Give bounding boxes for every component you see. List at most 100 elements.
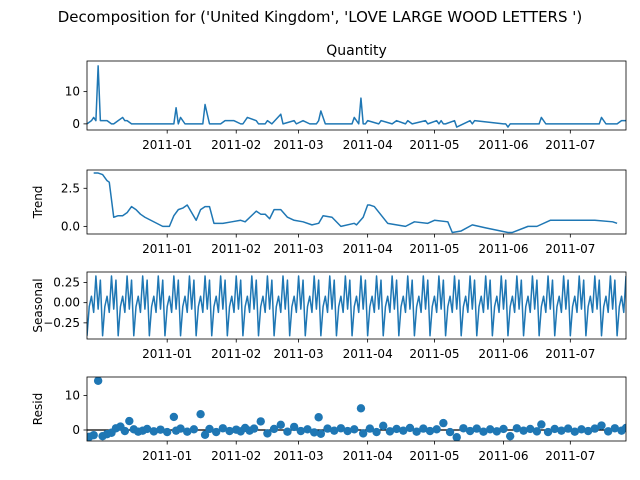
quantity-title: Quantity [326,43,387,59]
resid-point [405,423,415,433]
seasonal-xtick-label: 2011-07 [545,347,595,361]
resid-ytick-label: 0 [72,423,80,437]
trend-xtick-label: 2011-04 [343,242,393,256]
resid-point [196,409,205,419]
resid-point [372,427,381,437]
resid-point [336,424,346,433]
resid-point [590,424,600,433]
resid-point [472,424,481,433]
quantity-xtick-label: 2011-01 [142,138,192,152]
resid-point [365,424,375,433]
trend-xtick-label: 2011-05 [409,242,459,256]
resid-point [283,427,292,436]
resid-point [603,427,613,436]
trend-plot-area [93,172,618,234]
quantity-ytick-label: 10 [65,85,80,99]
resid-point [425,426,435,436]
quantity-plot-area [87,65,626,128]
resid-ytick-label: 10 [65,389,80,403]
seasonal-series-line [87,275,626,337]
resid-point [142,424,152,434]
trend-xtick-label: 2011-07 [545,242,595,256]
resid-point [156,425,165,434]
quantity-series-line [87,65,626,128]
resid-point [570,427,579,436]
resid-point [358,429,368,438]
trend-xtick-label: 2011-03 [274,242,324,256]
resid-point [385,427,395,436]
resid-point [289,422,299,432]
trend-ylabel: Trend [31,186,45,220]
quantity-frame [86,60,627,131]
seasonal-xtick-label: 2011-06 [478,347,528,361]
resid-point [211,427,221,437]
quantity-xtick-label: 2011-05 [409,138,459,152]
trend-frame [86,169,627,235]
resid-point [343,426,352,436]
resid-point [89,430,98,440]
resid-xtick-label: 2011-05 [409,449,459,463]
resid-point [356,404,366,413]
seasonal-xtick-label: 2011-02 [211,347,261,361]
resid-point [162,427,172,437]
resid-point [303,425,312,434]
resid-xtick-label: 2011-07 [545,449,595,463]
seasonal-xtick-label: 2011-03 [274,347,324,361]
resid-point [125,416,134,426]
resid-point [350,425,359,434]
trend-ytick-label: 0.0 [61,219,80,233]
quantity-panel: Quantity 0 10 2011-01 2011-02 2011-03 2011-04 2… [65,43,627,152]
panels-group: Quantity 0 10 2011-01 2011-02 2011-03 2011-04 2… [31,43,627,463]
resid-point [499,424,508,434]
resid-point [316,429,326,438]
resid-point [610,424,620,433]
resid-point [120,426,130,436]
resid-point [176,424,185,433]
resid-point [412,427,421,436]
resid-point [621,423,626,433]
resid-plot-area [87,377,626,441]
quantity-xtick-label: 2011-04 [343,138,393,152]
resid-point [465,426,475,436]
resid-point [379,421,388,431]
resid-point [512,424,522,433]
seasonal-xtick-label: 2011-04 [343,347,393,361]
resid-point [439,418,448,428]
resid-point [200,430,210,440]
resid-point [392,424,401,434]
resid-point [399,426,408,435]
resid-point [218,424,228,433]
trend-xtick-label: 2011-02 [211,242,261,256]
resid-point [419,424,428,433]
resid-point [169,412,179,422]
resid-point [577,425,586,434]
seasonal-plot-area [87,275,626,337]
seasonal-ytick-label: 0.25 [53,275,80,289]
quantity-xtick-label: 2011-03 [274,138,324,152]
resid-point [563,424,573,433]
resid-point [323,424,332,433]
resid-point [459,424,468,433]
resid-xtick-label: 2011-03 [274,449,324,463]
resid-point [93,377,103,385]
resid-xtick-label: 2011-04 [343,449,393,463]
trend-xtick-label: 2011-06 [478,242,528,256]
quantity-xtick-label: 2011-06 [478,138,528,152]
resid-point [557,426,566,435]
resid-point [269,424,279,434]
resid-frame [86,376,627,442]
resid-point [149,427,159,436]
resid-point [543,427,553,437]
resid-point [550,424,559,434]
quantity-xtick-label: 2011-07 [545,138,595,152]
seasonal-xtick-label: 2011-01 [142,347,192,361]
resid-point [432,425,441,434]
quantity-xtick-label: 2011-02 [211,138,261,152]
seasonal-frame [86,271,627,340]
resid-point [276,420,285,430]
resid-point [314,413,323,422]
resid-point [479,427,488,436]
resid-xtick-label: 2011-02 [211,449,261,463]
resid-point [263,429,272,438]
